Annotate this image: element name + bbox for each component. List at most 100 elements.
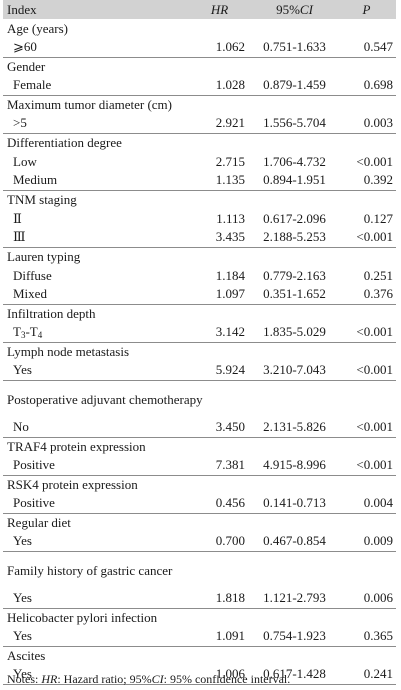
group-header-row: Regular diet — [3, 512, 396, 532]
p-value: 0.698 — [363, 77, 393, 93]
row-label: Positive — [13, 495, 55, 511]
table-row: ⩾60 1.062 0.751-1.633 0.547 — [3, 38, 396, 57]
p-value: 0.365 — [363, 628, 393, 644]
p-value: <0.001 — [356, 362, 393, 378]
group-title: Age (years) — [7, 20, 68, 36]
label-part: T — [13, 324, 21, 340]
group-header-row: Helicobacter pylori infection — [3, 607, 396, 627]
p-value: <0.001 — [356, 324, 393, 340]
group-header-row: Maximum tumor diameter (cm) — [3, 94, 396, 114]
ci-value: 0.879-1.459 — [263, 77, 326, 93]
hr-value: 7.381 — [215, 457, 245, 473]
p-value: 0.009 — [363, 533, 393, 549]
row-label: Yes — [13, 533, 32, 549]
ci-value: 2.131-5.826 — [263, 419, 326, 435]
ci-value: 1.556-5.704 — [263, 115, 326, 131]
group-header-row: Age (years) — [3, 19, 396, 38]
header-ci: 95%CI — [276, 1, 313, 17]
table-note: Notes: HR: Hazard ratio; 95%CI: 95% conf… — [7, 672, 291, 686]
group-header-row: RSK4 protein expression — [3, 474, 396, 494]
hr-value: 1.184 — [215, 267, 245, 283]
ci-value: 1.706-4.732 — [263, 153, 326, 169]
regression-table: Index HR 95%CI P Age (years) ⩾60 1.062 0.75… — [3, 0, 396, 685]
table-row: Ⅱ 1.113 0.617-2.096 0.127 — [3, 209, 396, 228]
ci-value: 0.467-0.854 — [263, 533, 326, 549]
ci-value: 0.751-1.633 — [263, 39, 326, 55]
row-label: Ⅲ — [13, 229, 26, 245]
row-label: Yes — [13, 628, 32, 644]
p-value: 0.006 — [363, 590, 393, 606]
p-value: 0.004 — [363, 495, 393, 511]
hr-value: 3.435 — [215, 229, 245, 245]
group-title: Helicobacter pylori infection — [3, 607, 396, 627]
row-label: Low — [13, 153, 37, 169]
hr-value: 2.715 — [215, 153, 245, 169]
row-label: Yes — [13, 362, 32, 378]
group-title: Gender — [3, 56, 396, 76]
row-label: Ⅱ — [13, 210, 22, 226]
p-value: <0.001 — [356, 153, 393, 169]
ci-value: 0.779-2.163 — [263, 267, 326, 283]
group-header-row: Gender — [3, 56, 396, 76]
p-value: <0.001 — [356, 419, 393, 435]
hr-value: 5.924 — [215, 362, 245, 378]
table-row: Mixed 1.097 0.351-1.652 0.376 — [3, 285, 396, 304]
p-value: 0.127 — [363, 210, 393, 226]
row-label: Yes — [13, 590, 32, 606]
ci-value: 0.351-1.652 — [263, 286, 326, 302]
row-label: ⩾60 — [13, 39, 37, 55]
ci-value: 0.894-1.951 — [263, 172, 326, 188]
ci-value: 1.121-2.793 — [263, 590, 326, 606]
hr-value: 0.700 — [215, 533, 245, 549]
table-row: Ⅲ 3.435 2.188-5.253 <0.001 — [3, 228, 396, 247]
hr-value: 1.091 — [215, 628, 245, 644]
group-title: Ascites — [3, 645, 396, 665]
table-row: Yes 1.818 1.121-2.793 0.006 — [3, 589, 396, 608]
group-title: Maximum tumor diameter (cm) — [3, 94, 396, 114]
hr-value: 1.006 — [187, 665, 252, 685]
label-part: -T — [25, 324, 38, 340]
group-title: Family history of gastric cancer — [3, 550, 396, 589]
table-row: T3-T4 3.142 1.835-5.029 <0.001 — [3, 323, 396, 342]
hr-value: 3.450 — [215, 419, 245, 435]
row-label: Female — [13, 77, 52, 93]
group-title: Differentiation degree — [3, 132, 396, 152]
hr-value: 2.921 — [215, 115, 245, 131]
hr-value: 1.097 — [215, 286, 245, 302]
table-row: Positive 7.381 4.915-8.996 <0.001 — [3, 456, 396, 475]
label-part: 3 — [20, 330, 26, 341]
row-label: Medium — [13, 172, 58, 188]
group-title: Lauren typing — [3, 246, 396, 266]
row-label: Diffuse — [13, 267, 52, 283]
p-value: 0.251 — [363, 267, 393, 283]
table-row: Yes 1.091 0.754-1.923 0.365 — [3, 627, 396, 646]
group-title: Regular diet — [3, 512, 396, 532]
ci-value: 2.188-5.253 — [263, 229, 326, 245]
group-header-row: Ascites — [3, 645, 396, 665]
ci-value: 4.915-8.996 — [263, 457, 326, 473]
header-hr: HR — [210, 1, 229, 17]
p-value: 0.003 — [363, 115, 393, 131]
row-label: >5 — [13, 115, 27, 131]
group-title: Postoperative adjuvant chemotherapy — [3, 379, 396, 418]
table-row: Female 1.028 0.879-1.459 0.698 — [3, 76, 396, 95]
hr-value: 1.113 — [216, 210, 245, 226]
hr-value: 0.456 — [215, 495, 245, 511]
hr-value: 1.135 — [215, 172, 245, 188]
group-title: Infiltration depth — [3, 303, 396, 323]
group-title: TRAF4 protein expression — [3, 436, 396, 456]
row-label: Positive — [13, 457, 55, 473]
table-row: Medium 1.135 0.894-1.951 0.392 — [3, 171, 396, 190]
group-header-row: Postoperative adjuvant chemotherapy — [3, 379, 396, 418]
table-row: Yes 1.006 0.617-1.428 0.241 — [3, 665, 396, 685]
group-header-row: Lymph node metastasis — [3, 341, 396, 361]
row-label: T3-T4 — [3, 323, 187, 342]
p-value: <0.001 — [356, 457, 393, 473]
hr-value: 3.142 — [215, 324, 245, 340]
table-row: Positive 0.456 0.141-0.713 0.004 — [3, 494, 396, 513]
group-title: Lymph node metastasis — [3, 341, 396, 361]
p-value: 0.376 — [363, 286, 393, 302]
group-header-row: Lauren typing — [3, 246, 396, 266]
table-row: Yes 0.700 0.467-0.854 0.009 — [3, 532, 396, 551]
regression-table-container: Index HR 95%CI P Age (years) ⩾60 1.062 0.75… — [3, 0, 396, 685]
